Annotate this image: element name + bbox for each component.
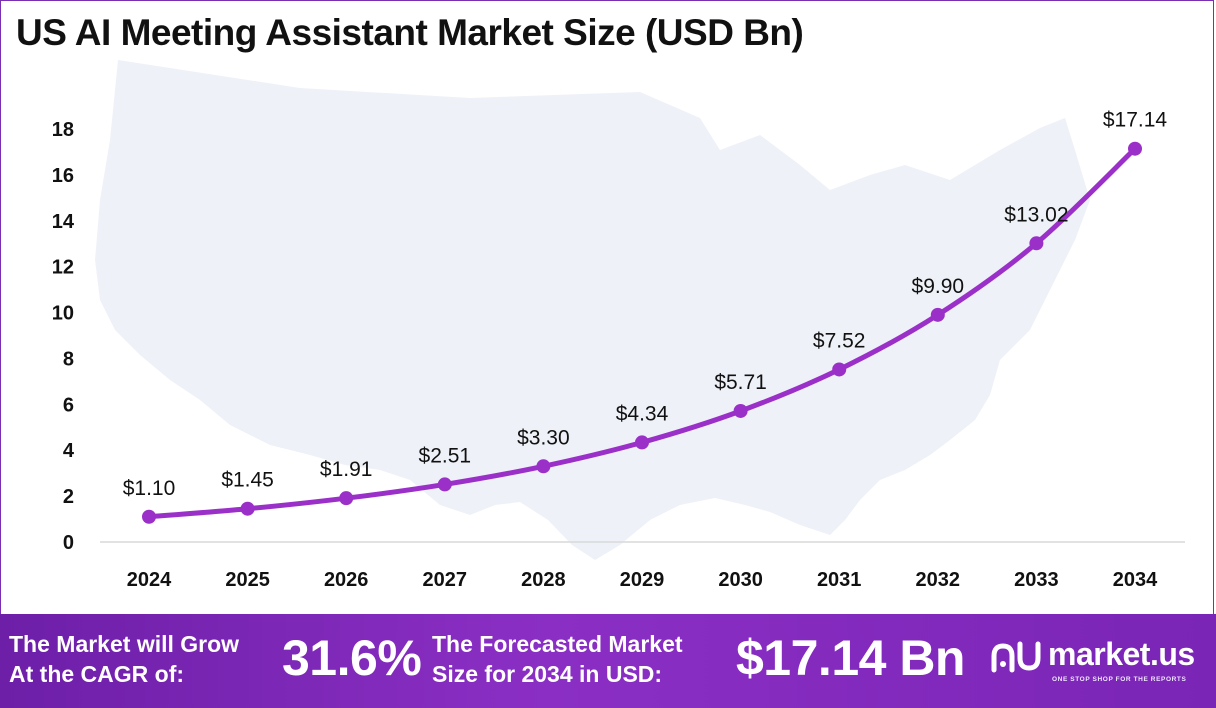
data-labels: $1.10 $1.45 $1.91 $2.51 $3.30 $4.34 $5.71 $7.52… (123, 109, 1168, 500)
data-point (930, 307, 945, 322)
x-tick-label: 2029 (620, 569, 665, 591)
x-tick-label: 2025 (225, 569, 270, 591)
brand-logo: market.us ONE STOP SHOP FOR THE REPORTS (990, 636, 1210, 696)
x-tick-label: 2032 (916, 569, 961, 591)
x-tick-label: 2026 (324, 569, 369, 591)
y-tick-label: 4 (63, 440, 75, 462)
series-line (146, 146, 1138, 520)
x-tick-label: 2031 (817, 569, 862, 591)
data-label: $1.91 (320, 458, 373, 481)
data-point (240, 501, 255, 516)
y-tick-label: 10 (52, 303, 74, 325)
data-point (1128, 141, 1142, 156)
forecast-label-line1: The Forecasted Market (432, 631, 683, 657)
forecast-value: $17.14 Bn (736, 630, 965, 686)
data-label: $2.51 (419, 444, 472, 467)
data-label: $17.14 (1103, 109, 1168, 132)
y-tick-label: 0 (63, 532, 74, 554)
brand-tagline: ONE STOP SHOP FOR THE REPORTS (1052, 676, 1187, 683)
data-point (142, 509, 156, 524)
x-tick-label: 2027 (423, 569, 468, 591)
y-tick-label: 8 (63, 348, 74, 370)
cagr-label-line2: At the CAGR of: (9, 661, 185, 687)
x-tick-label: 2033 (1014, 569, 1059, 591)
x-tick-label: 2028 (521, 569, 566, 591)
market-us-logo-icon (991, 641, 1041, 673)
cagr-label-line1: The Market will Grow (9, 631, 240, 657)
data-point (635, 435, 649, 450)
x-tick-label: 2030 (718, 569, 763, 591)
line-chart: 0 2 4 6 8 10 12 14 16 18 2024 2025 2026 2027 2028 2029… (52, 60, 1185, 591)
cagr-label: The Market will Grow At the CAGR of: (9, 629, 239, 689)
data-point (339, 491, 354, 506)
y-axis: 0 2 4 6 8 10 12 14 16 18 (52, 119, 75, 554)
x-tick-label: 2024 (127, 569, 172, 591)
chart-title: US AI Meeting Assistant Market Size (USD… (16, 12, 804, 53)
us-map-watermark (95, 60, 1090, 560)
data-label: $7.52 (813, 329, 866, 352)
footer-banner: The Market will Grow At the CAGR of: 31.… (0, 614, 1216, 708)
x-axis: 2024 2025 2026 2027 2028 2029 2030 2031 2032 2033… (127, 569, 1158, 591)
data-label: $1.45 (221, 469, 274, 492)
data-point (1029, 236, 1044, 251)
y-tick-label: 2 (63, 486, 74, 508)
data-label: $5.71 (714, 371, 767, 394)
forecast-label-line2: Size for 2034 in USD: (432, 661, 663, 687)
y-tick-label: 6 (63, 394, 74, 416)
data-label: $3.30 (517, 426, 570, 449)
brand-name: market.us (1048, 636, 1195, 672)
forecast-label: The Forecasted Market Size for 2034 in U… (432, 629, 683, 689)
data-point (437, 477, 452, 492)
data-point (536, 459, 551, 474)
y-tick-label: 18 (52, 119, 74, 141)
x-tick-label: 2034 (1113, 569, 1158, 591)
data-label: $1.10 (123, 477, 176, 500)
data-label: $9.90 (912, 275, 965, 298)
data-point (832, 362, 847, 377)
data-point (733, 403, 748, 418)
cagr-value: 31.6% (282, 630, 422, 686)
data-points (142, 141, 1142, 524)
y-tick-label: 12 (52, 257, 74, 279)
y-tick-label: 14 (52, 211, 75, 233)
data-label: $4.34 (616, 402, 669, 425)
y-tick-label: 16 (52, 165, 74, 187)
data-label: $13.02 (1004, 203, 1068, 226)
